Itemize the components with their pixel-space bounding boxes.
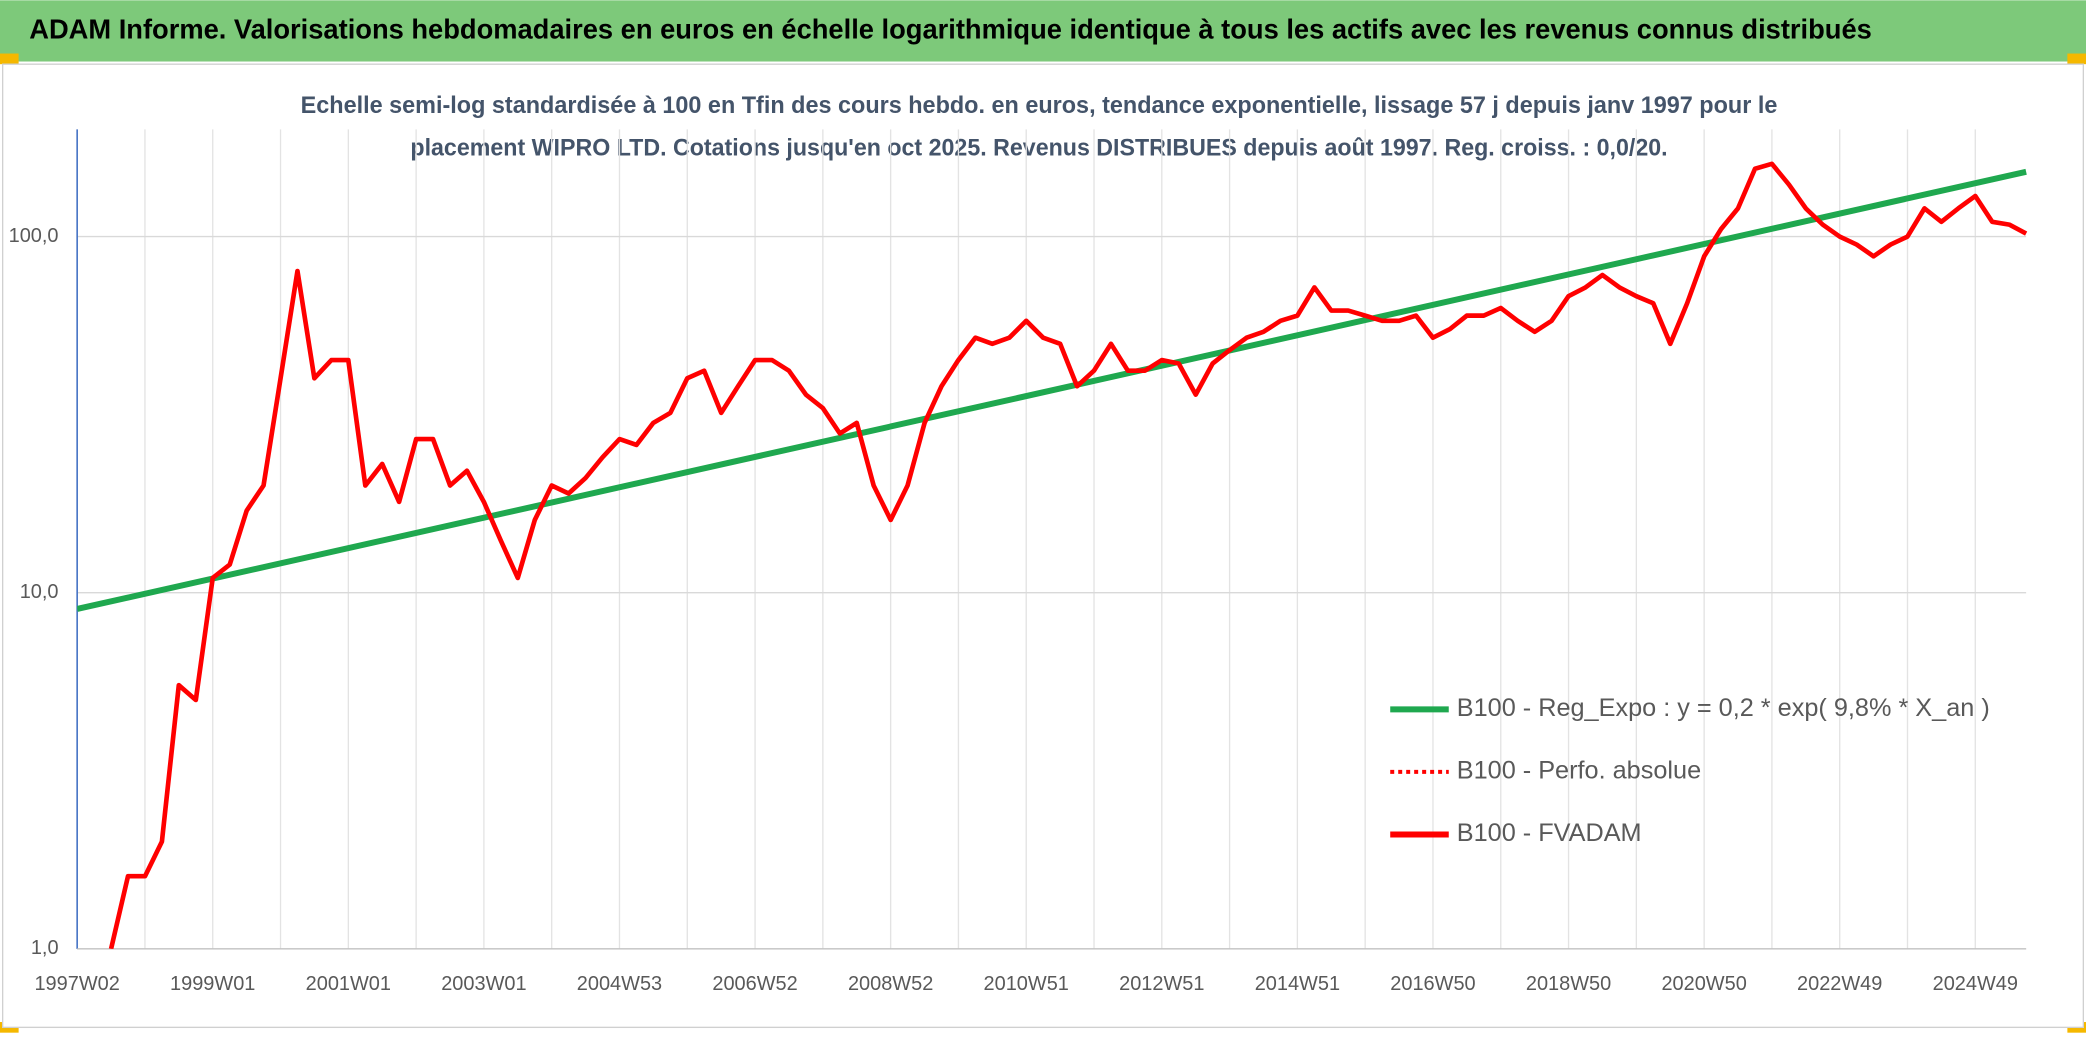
x-tick-label: 2003W01 <box>441 973 526 995</box>
x-tick-label: 2004W53 <box>577 973 662 995</box>
plot-frame <box>1 63 2085 1029</box>
y-tick-label: 100,0 <box>9 225 59 247</box>
series-line <box>77 168 2027 612</box>
x-tick-label: 2001W01 <box>306 973 391 995</box>
y-tick-label: 1,0 <box>31 937 59 959</box>
x-tick-label: 1999W01 <box>170 973 255 995</box>
x-tick-label: 2012W51 <box>1119 973 1204 995</box>
chart-subtitle: Echelle semi-log standardisée à 100 en T… <box>301 92 1778 119</box>
x-tick-label: 2018W50 <box>1526 973 1611 995</box>
legend-label: B100 - FVADAM <box>1457 819 1642 847</box>
series-line <box>108 161 2028 949</box>
x-tick-label: 1997W02 <box>34 973 119 995</box>
x-tick-label: 2020W50 <box>1661 973 1746 995</box>
x-tick-label: 2022W49 <box>1797 973 1882 995</box>
legend-label: B100 - Reg_Expo : y = 0,2 * exp( 9,8% * … <box>1457 694 1990 722</box>
x-tick-label: 2006W52 <box>712 973 797 995</box>
x-tick-label: 2016W50 <box>1390 973 1475 995</box>
plot-area <box>77 161 2028 949</box>
legend-label: B100 - Perfo. absolue <box>1457 757 1701 785</box>
x-tick-label: 2014W51 <box>1255 973 1340 995</box>
y-tick-label: 10,0 <box>20 581 59 603</box>
chart-title: ADAM Informe. Valorisations hebdomadaire… <box>29 13 1872 44</box>
x-tick-label: 2010W51 <box>984 973 1069 995</box>
corner-marker <box>2067 53 2086 65</box>
header-bar <box>0 0 2086 62</box>
corner-marker <box>0 53 19 65</box>
x-tick-label: 2008W52 <box>848 973 933 995</box>
x-tick-label: 2024W49 <box>1933 973 2018 995</box>
chart-subtitle: placement WIPRO LTD. Cotations jusqu'en … <box>410 135 1667 162</box>
